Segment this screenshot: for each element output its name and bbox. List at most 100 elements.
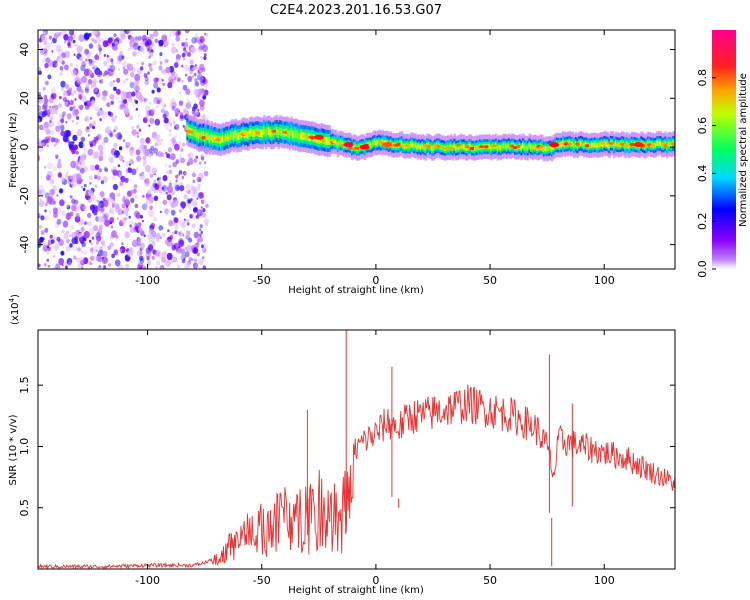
noise-speckle (112, 166, 117, 171)
ridge-cell (220, 136, 223, 144)
ridge-cell (299, 131, 303, 140)
noise-speckle (159, 56, 162, 60)
noise-speckle (69, 243, 73, 248)
noise-speckle (132, 50, 137, 57)
ridge-cell (402, 143, 405, 149)
noise-speckle (116, 132, 122, 140)
noise-speckle (60, 80, 66, 88)
ridge-cell (266, 127, 269, 136)
noise-speckle (105, 198, 109, 202)
noise-speckle (85, 116, 90, 123)
noise-speckle (38, 200, 45, 208)
snr-exponent-label: (x104) (8, 294, 21, 325)
noise-speckle (47, 196, 54, 203)
ridge-peak (359, 144, 370, 150)
noise-speckle (119, 181, 124, 187)
ridge-cell (247, 131, 250, 140)
ridge-cell (507, 143, 511, 149)
noise-speckle (178, 248, 182, 253)
noise-speckle (179, 219, 184, 226)
ridge-cell (625, 141, 629, 147)
ridge-cell (290, 128, 293, 137)
noise-speckle (88, 221, 93, 227)
noise-speckle (144, 178, 150, 185)
noise-speckle (184, 73, 188, 77)
spectrogram-frame (37, 29, 676, 270)
noise-speckle (179, 157, 185, 164)
noise-speckle (127, 96, 130, 100)
noise-speckle (202, 208, 206, 213)
colorbar-tick-label: 0.8 (696, 69, 709, 87)
noise-speckle (42, 102, 48, 109)
ridge-hotspot (464, 145, 471, 149)
noise-speckle (130, 197, 135, 204)
noise-speckle (49, 115, 54, 121)
noise-speckle (44, 227, 49, 233)
ridge-cell (376, 140, 380, 146)
noise-speckle (45, 121, 52, 128)
noise-speckle (43, 31, 46, 35)
noise-speckle (104, 126, 111, 134)
noise-speckle (137, 250, 142, 257)
noise-speckle (94, 60, 96, 64)
snr-y-axis-label: SNR (10 * v/v) (8, 414, 19, 485)
ridge-cell (598, 142, 602, 148)
noise-speckle (102, 90, 108, 97)
noise-speckle (87, 197, 93, 203)
noise-speckle (185, 88, 191, 95)
noise-speckle (38, 44, 42, 49)
noise-speckle (89, 175, 93, 180)
noise-speckle (45, 42, 52, 49)
ridge-cell (546, 146, 549, 152)
noise-speckle (149, 117, 155, 124)
noise-speckle (120, 91, 127, 99)
noise-speckle (175, 35, 180, 42)
noise-speckle (153, 147, 158, 154)
noise-speckle (73, 90, 77, 94)
noise-speckle (97, 175, 101, 181)
x-tick-label: -50 (253, 274, 271, 287)
noise-speckle (109, 93, 115, 101)
noise-speckle (199, 233, 202, 237)
noise-speckle (147, 71, 150, 75)
ridge-hotspot (624, 144, 631, 148)
ridge-cell (295, 130, 298, 139)
x-tick-label: 50 (483, 274, 497, 287)
noise-speckle (38, 263, 41, 268)
noise-speckle (185, 37, 188, 41)
spectrogram-ticks: -100 -50 0 50 100 -40 -20 0 20 40 (18, 30, 675, 287)
noise-speckle (179, 209, 182, 213)
ridge-cell (522, 143, 525, 149)
noise-speckle (201, 198, 207, 205)
noise-speckle (77, 156, 81, 160)
ridge-cell (464, 145, 468, 151)
ridge-cell (547, 145, 551, 151)
noise-speckle (56, 162, 62, 169)
noise-speckle (57, 172, 62, 178)
ridge-cell (469, 143, 472, 149)
noise-speckle (175, 58, 180, 64)
noise-speckle (99, 150, 104, 156)
noise-speckle (156, 260, 161, 266)
noise-speckle (56, 222, 60, 226)
noise-speckle (182, 142, 186, 147)
noise-speckle (51, 50, 54, 53)
ridge-cell (202, 130, 205, 139)
noise-speckle (100, 180, 104, 185)
ridge-hotspot (301, 134, 308, 138)
noise-speckle (83, 230, 90, 239)
noise-speckle (84, 63, 87, 67)
noise-speckle (61, 210, 66, 216)
noise-speckle (114, 259, 121, 267)
noise-speckle (187, 75, 193, 82)
colorbar-label: Normalized spectral amplitude (738, 73, 749, 227)
noise-speckle (87, 79, 93, 85)
noise-speckle (203, 218, 209, 225)
noise-speckle (196, 241, 200, 246)
noise-speckle (94, 136, 99, 142)
noise-speckle (86, 221, 89, 225)
noise-speckle (78, 256, 85, 264)
noise-speckle (72, 109, 79, 117)
noise-speckle (192, 188, 197, 195)
noise-speckle (91, 197, 95, 201)
